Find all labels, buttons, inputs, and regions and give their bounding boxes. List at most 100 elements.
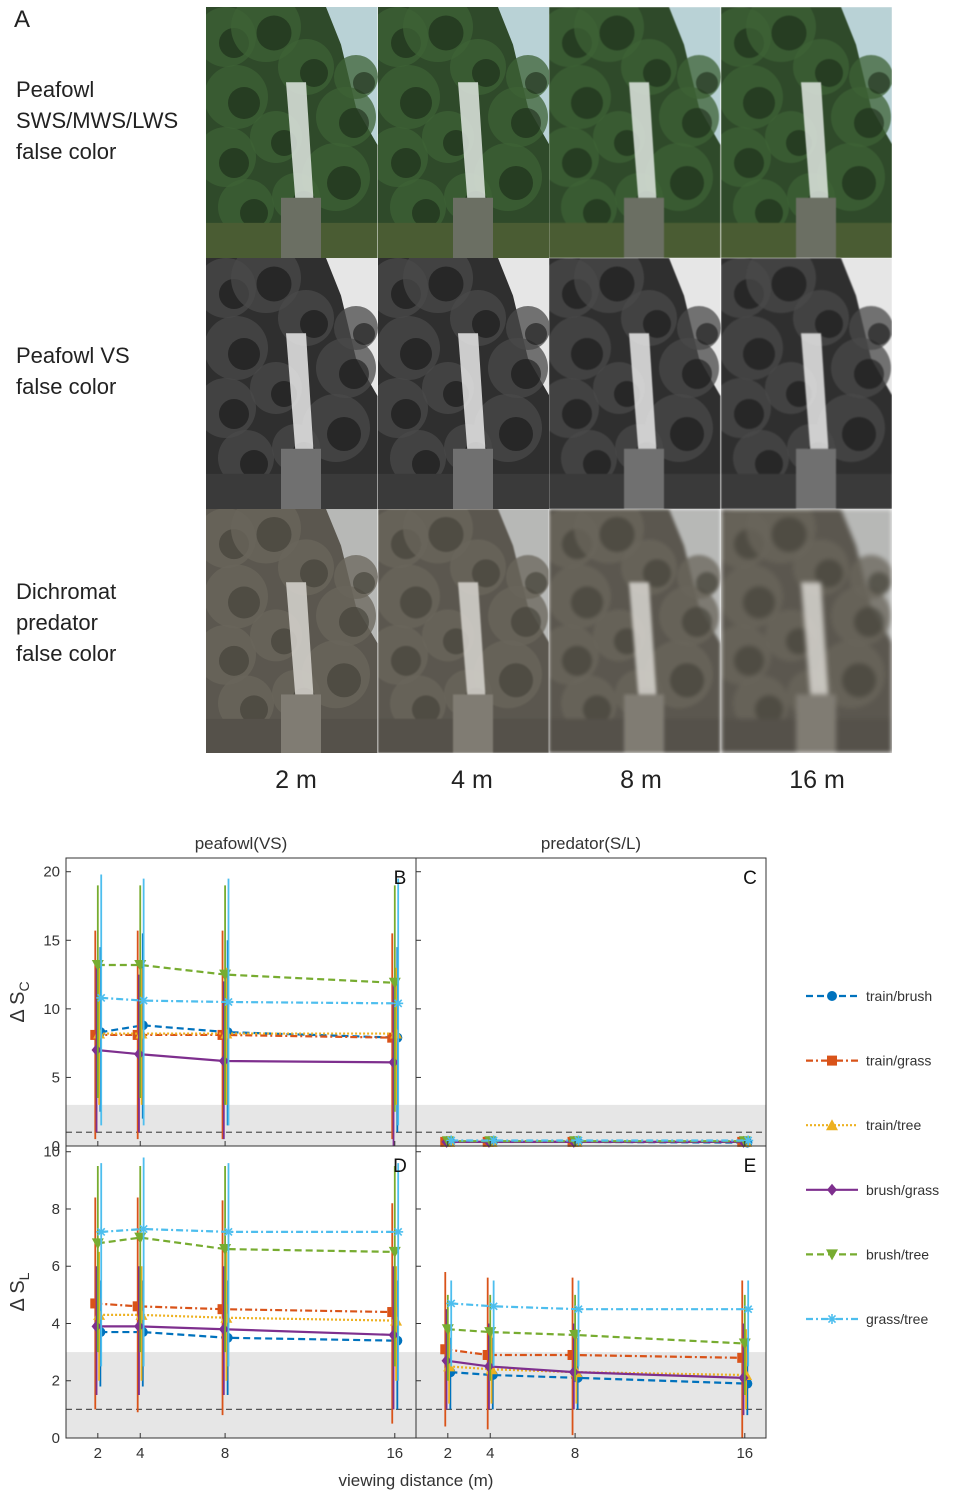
photo-tile	[720, 258, 892, 509]
data-point	[827, 991, 837, 1001]
series-line	[95, 1033, 393, 1039]
photo-tile	[549, 7, 721, 258]
series-line	[450, 1371, 748, 1385]
y-tick-label: 10	[43, 1001, 60, 1018]
row-label-dichromat: Dichromat predator false color	[16, 579, 117, 666]
data-point	[223, 997, 234, 1007]
data-point	[827, 1055, 837, 1066]
series-grass-tree	[446, 1280, 754, 1367]
asterisk-stroke	[394, 999, 403, 1008]
panel-c: C	[415, 857, 767, 1148]
data-point	[568, 1366, 579, 1379]
legend-label: brush/grass	[866, 1182, 939, 1198]
x-tick-label: 2	[444, 1445, 452, 1462]
legend-label: train/brush	[866, 988, 932, 1004]
distance-label-16m: 16 m	[789, 766, 845, 794]
data-point	[133, 1320, 144, 1333]
photo-tile	[377, 7, 549, 258]
data-point	[488, 1301, 499, 1312]
series-line	[97, 963, 395, 984]
data-point	[218, 1054, 229, 1067]
y-tick-label: 0	[52, 1430, 60, 1447]
asterisk-stroke	[744, 1305, 753, 1314]
chart-panels: B 0 5 10 15 20 C D 0 2 4 6 8 10 2 4 8 16 E 2 4 8 16 peafowl(VS)…	[7, 834, 939, 1490]
photo-tile	[549, 509, 721, 753]
legend-label: train/grass	[866, 1053, 931, 1069]
asterisk-stroke	[489, 1136, 498, 1145]
x-tick-label: 16	[386, 1445, 403, 1462]
asterisk-stroke	[827, 1314, 837, 1324]
photo-row-peafowl-sws	[206, 7, 892, 258]
series-train-grass	[90, 1197, 398, 1424]
data-point	[133, 1048, 144, 1061]
data-point	[826, 1249, 838, 1261]
data-point	[96, 992, 107, 1003]
data-point	[743, 1304, 754, 1315]
asterisk-stroke	[97, 1227, 106, 1236]
data-point	[743, 1135, 754, 1146]
photo-tile	[377, 509, 549, 753]
asterisk-stroke	[224, 997, 233, 1007]
series-line	[96, 1325, 394, 1337]
y-tick-label: 20	[43, 864, 60, 881]
grey-band	[416, 1352, 766, 1438]
legend-item: train/tree	[806, 1117, 921, 1133]
plot-frame	[415, 857, 767, 1147]
distance-label-8m: 8 m	[620, 766, 662, 794]
asterisk-stroke	[139, 1224, 148, 1234]
series-brush-grass	[441, 1309, 749, 1416]
series-line	[95, 1302, 393, 1314]
x-axis-label: viewing distance (m)	[339, 1471, 494, 1490]
panel-b: B 0 5 10 15 20	[43, 857, 417, 1155]
legend-label: train/tree	[866, 1117, 921, 1133]
data-point	[138, 1224, 149, 1235]
asterisk-stroke	[394, 1227, 403, 1236]
data-point	[737, 1352, 748, 1363]
panel-letter: D	[393, 1156, 407, 1177]
data-point	[827, 1183, 837, 1196]
data-point	[90, 1298, 101, 1309]
data-point	[483, 1360, 494, 1373]
y-tick-label: 10	[43, 1144, 60, 1161]
series-grass-tree	[446, 1135, 754, 1146]
series-line	[99, 1313, 397, 1322]
y-tick-label: 2	[52, 1373, 60, 1390]
asterisk-stroke	[574, 1136, 583, 1145]
data-point	[446, 1298, 457, 1309]
asterisk-stroke	[447, 1299, 456, 1308]
data-point	[96, 1226, 107, 1237]
series-line	[449, 1365, 747, 1377]
legend-item: train/brush	[806, 988, 932, 1004]
panel-letter: E	[744, 1156, 757, 1177]
data-point	[393, 998, 404, 1009]
panel-letter: C	[743, 868, 757, 889]
x-tick-label: 8	[571, 1445, 579, 1462]
data-point	[446, 1135, 457, 1146]
photo-tile	[720, 7, 892, 258]
photo-tile	[377, 258, 549, 509]
row-label-peafowl-sws: Peafowl SWS/MWS/LWS false color	[16, 77, 179, 164]
distance-label-4m: 4 m	[451, 766, 493, 794]
series-line	[100, 1330, 398, 1342]
asterisk-stroke	[97, 993, 106, 1002]
x-tick-label: 16	[736, 1445, 753, 1462]
photo-tile	[206, 7, 378, 258]
data-point	[223, 1226, 234, 1237]
x-tick-label: 4	[136, 1445, 144, 1462]
series-line	[97, 1236, 395, 1254]
panel-d: D 0 2 4 6 8 10 2 4 8 16	[43, 1144, 417, 1462]
y-tick-label: 8	[52, 1201, 60, 1218]
data-point	[573, 1304, 584, 1315]
asterisk-stroke	[139, 996, 148, 1005]
series-line	[446, 1359, 744, 1379]
series-brush-grass	[91, 1266, 399, 1410]
x-tick-label: 4	[486, 1445, 494, 1462]
asterisk-stroke	[744, 1136, 753, 1145]
asterisk-stroke	[489, 1302, 498, 1311]
y-axis-label: Δ SL	[7, 1272, 32, 1311]
data-point	[217, 1304, 228, 1315]
data-point	[138, 995, 149, 1006]
x-tick-label: 8	[221, 1445, 229, 1462]
data-point	[393, 1226, 404, 1237]
column-title: predator(S/L)	[541, 834, 641, 853]
